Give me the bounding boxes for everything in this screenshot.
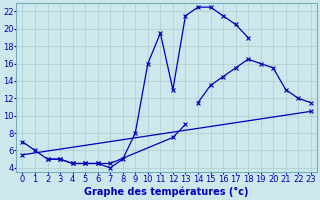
X-axis label: Graphe des températures (°c): Graphe des températures (°c) bbox=[84, 187, 249, 197]
